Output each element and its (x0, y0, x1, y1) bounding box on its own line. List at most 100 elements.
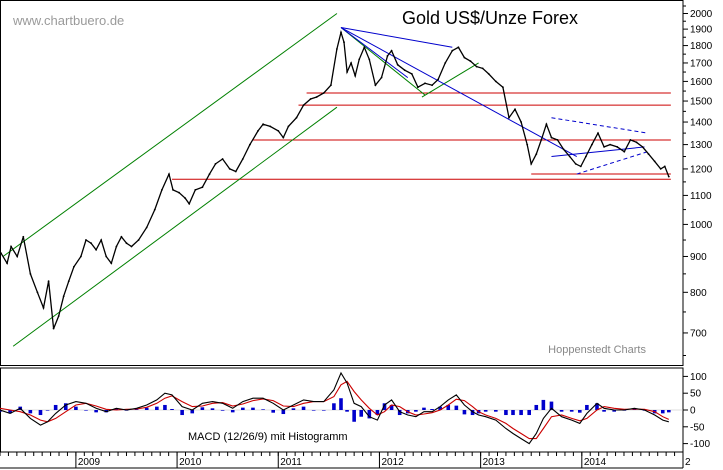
y-tick-label: 700 (690, 328, 707, 339)
y-tick-label: 1500 (690, 97, 713, 108)
macd-histogram-bar (438, 406, 442, 410)
price-line (0, 29, 670, 329)
price-point (659, 168, 662, 170)
price-point (214, 163, 217, 165)
macd-histogram-bar (483, 410, 488, 412)
macd-histogram-bar (241, 407, 245, 410)
price-point (153, 208, 156, 211)
macd-histogram-bar (210, 408, 215, 410)
macd-histogram-bar (367, 410, 372, 419)
price-point (57, 315, 60, 317)
macd-histogram-bar (339, 398, 343, 410)
price-point (346, 71, 348, 73)
triangle-line (576, 151, 648, 175)
price-point (417, 86, 419, 89)
macd-histogram-bar (359, 410, 364, 417)
price-point (188, 202, 191, 205)
price-point (603, 146, 605, 148)
macd-histogram-bar (632, 409, 637, 410)
price-point (350, 62, 352, 64)
price-point (535, 153, 538, 156)
x-tick-label: 2 (685, 457, 691, 468)
price-point (463, 56, 466, 59)
price-point (330, 84, 332, 87)
macd-histogram-bar (430, 408, 434, 410)
y-tick-label: 800 (690, 288, 707, 299)
macd-histogram-bar (28, 410, 33, 414)
source-label: Hoppenstedt Charts (548, 344, 646, 356)
price-point (257, 130, 259, 132)
macd-histogram-bar (301, 406, 306, 410)
price-point (137, 239, 140, 241)
macd-line (0, 371, 669, 445)
macd-histogram-bar (585, 404, 589, 410)
x-axis: 2009 2010 2011 2012 2013 2014 2 (0, 452, 691, 469)
price-point (494, 80, 497, 83)
y-tick-label: 1000 (690, 220, 713, 231)
price-point (295, 116, 298, 119)
trend-line (340, 27, 577, 157)
trend-line (12, 106, 338, 347)
macd-histogram-bar (180, 410, 184, 416)
price-point (67, 280, 70, 282)
macd-histogram-bar (612, 410, 616, 412)
macd-histogram-bar (397, 410, 402, 416)
macd-histogram-bar (494, 410, 498, 412)
price-point (343, 41, 345, 44)
x-tick-label: 2012 (381, 457, 404, 468)
price-point (616, 146, 619, 148)
price-point (635, 141, 638, 144)
y-tick-label: 1800 (690, 41, 713, 52)
price-point (145, 226, 148, 229)
price-point (540, 139, 543, 141)
price-point (221, 158, 224, 160)
macd-histogram-bar (519, 410, 523, 416)
price-point (100, 239, 103, 241)
price-point (130, 245, 133, 248)
price-point (161, 189, 163, 191)
y-tick-label: 1200 (690, 164, 713, 175)
trend-line (421, 62, 479, 98)
price-point (520, 121, 522, 123)
price-point (667, 175, 670, 178)
price-point (277, 130, 280, 132)
macd-histogram-bar (660, 410, 665, 414)
price-point (396, 63, 399, 66)
macd-histogram-bar (375, 410, 380, 416)
macd-label: MACD (12/26/9) mit Histogramm (188, 431, 348, 443)
price-point (62, 295, 65, 297)
x-tick-label: 2013 (483, 457, 506, 468)
macd-histogram-bar (569, 410, 574, 412)
macd-histogram-bar (414, 410, 418, 412)
x-tick-label: 2011 (280, 457, 302, 468)
macd-histogram-bar (144, 407, 149, 410)
macd-histogram-bar (281, 410, 286, 415)
price-point (282, 136, 285, 139)
x-tick-label: 2009 (78, 457, 101, 468)
price-point (201, 186, 204, 189)
macd-panel: 100 50 0 -50 -100 (0, 367, 710, 453)
price-point (545, 123, 548, 126)
price-point (0, 252, 2, 255)
y-tick-label: 900 (690, 252, 707, 263)
price-point (42, 307, 45, 309)
macd-histogram-bar (667, 410, 671, 413)
x-tick-label: 2010 (179, 457, 202, 468)
macd-histogram-bar (84, 410, 88, 411)
trend-line (2, 13, 338, 257)
macd-histogram-bar (53, 404, 58, 410)
macd-histogram-bar (352, 410, 356, 422)
macd-y-tick-label: -100 (690, 439, 710, 450)
macd-histogram-bar (45, 410, 50, 411)
price-point (208, 173, 211, 176)
price-point (481, 67, 484, 70)
price-point (309, 98, 312, 100)
price-point (120, 235, 123, 238)
price-point (178, 191, 181, 194)
macd-histogram-bar (541, 399, 546, 410)
price-point (410, 73, 413, 75)
trend-line (340, 27, 453, 48)
macd-histogram-bar (8, 410, 12, 414)
price-point (487, 73, 490, 75)
